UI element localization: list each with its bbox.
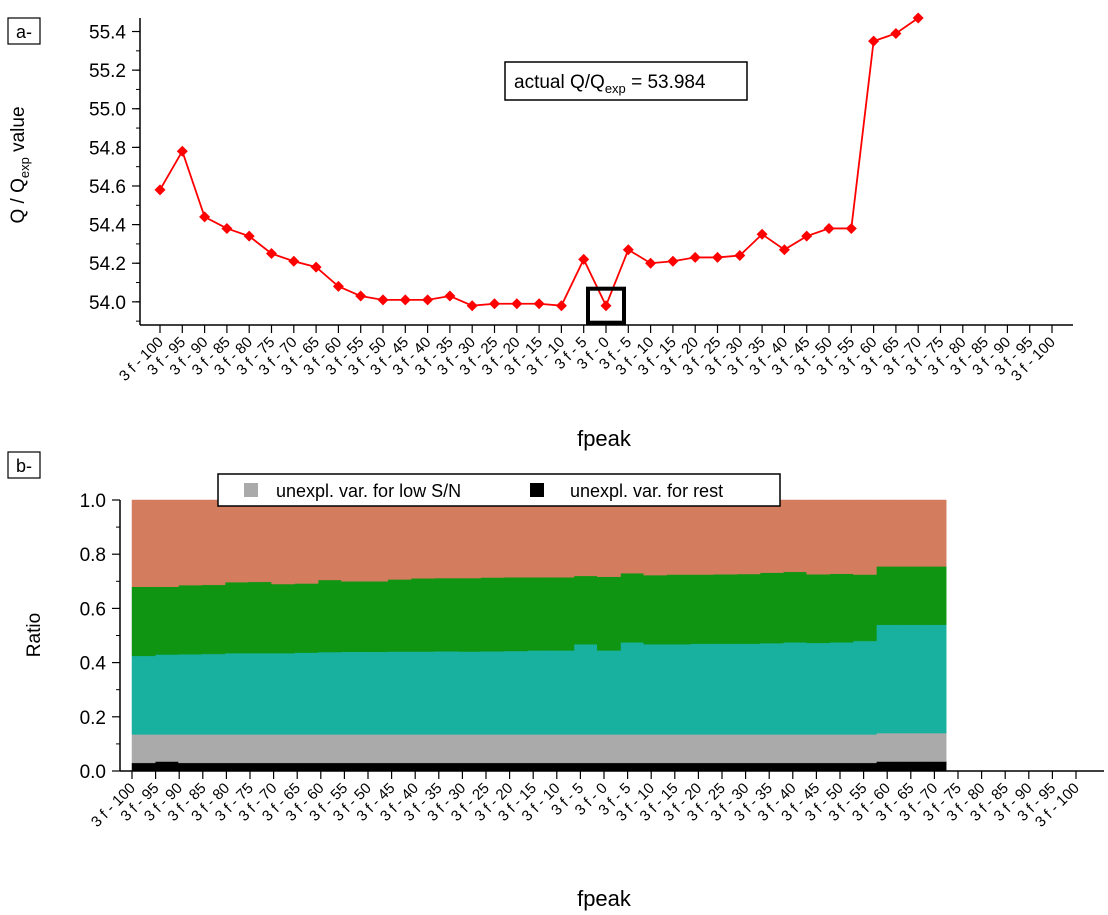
panel-a-point (645, 257, 657, 269)
panel-b-y-tick-label: 0.0 (80, 762, 106, 783)
panel-a-point (377, 294, 389, 306)
panel-a-point (555, 300, 567, 312)
panel-a-x-axis-label: fpeak (577, 426, 632, 451)
panel-b-y-tick-label: 1.0 (80, 491, 106, 512)
panel-a-point (689, 251, 701, 263)
panel-a-point (266, 248, 277, 260)
panel-a: a- 54.0 54.2 54.4 54.6 54.8 55.0 55.2 55.4 3 f … (7, 12, 1073, 451)
legend-swatch-low-sn (244, 483, 258, 497)
panel-a-point (845, 222, 857, 234)
panel-a-point (422, 294, 434, 306)
panel-a-line (159, 17, 919, 308)
annotation-box (504, 61, 748, 101)
panel-a-point (332, 280, 344, 292)
panel-a-point (288, 255, 300, 267)
panel-a-point (756, 228, 768, 240)
panel-b-y-axis-label: Ratio (24, 613, 45, 657)
panel-b-series (131, 499, 947, 772)
panel-b-y-tick-label: 0.4 (80, 654, 107, 675)
legend: unexpl. var. for low S/N unexpl. var. fo… (217, 473, 781, 507)
panel-a-point (600, 300, 612, 312)
annotation-text-tail: = 53.984 (626, 72, 706, 93)
panel-a-point (154, 184, 166, 196)
panel-a-y-axis-label-main: Q / Q (8, 178, 29, 223)
panel-a-point (912, 12, 924, 24)
panel-a-y-axis-label-sub: exp (17, 157, 32, 178)
panel-a-point (221, 222, 233, 234)
annotation-text-main: actual Q/Q (514, 72, 605, 93)
panel-b-y-tick-label: 0.6 (80, 599, 106, 620)
panel-a-label-box (7, 17, 41, 45)
panel-a-point (489, 298, 500, 310)
panel-a-point (734, 249, 746, 261)
panel-a-y-axis-label-tail: value (8, 106, 29, 157)
panel-a-y-tick-label: 55.2 (89, 61, 126, 82)
annotation-text-sub: exp (605, 81, 626, 96)
panel-a-point (310, 261, 322, 273)
panel-a-point (466, 300, 478, 312)
panel-a-y-tick-label: 54.4 (89, 216, 126, 237)
legend-box (217, 473, 781, 507)
panel-a-label: a- (16, 22, 32, 42)
panel-a-point (890, 27, 902, 39)
panel-a-y-tick-label: 55.4 (89, 23, 126, 44)
panel-a-y-tick-label: 54.8 (89, 138, 126, 159)
panel-a-point (176, 145, 188, 157)
panel-a-point (823, 222, 835, 234)
panel-a-y-tick-label: 54.2 (89, 254, 126, 275)
panel-b-x-axis-label: fpeak (577, 886, 632, 911)
legend-label-low-sn: unexpl. var. for low S/N (276, 481, 461, 501)
panel-b-area-band (131, 732, 947, 764)
panel-a-point (801, 230, 813, 242)
panel-a-point (667, 255, 679, 267)
legend-label-rest: unexpl. var. for rest (570, 481, 723, 501)
panel-b-area-band (131, 499, 947, 587)
panel-a-point (533, 298, 545, 310)
panel-a-point (243, 230, 255, 242)
panel-b-y-tick-label: 0.8 (80, 545, 106, 566)
panel-a-y-tick-label: 54.6 (89, 177, 126, 198)
panel-a-point (578, 253, 590, 265)
annotation-text: actual Q/Qexp = 53.984 (514, 72, 706, 96)
panel-a-y-tick-label: 55.0 (89, 100, 126, 121)
panel-a-point (778, 244, 790, 256)
panel-a-point (399, 294, 411, 306)
panel-a-y-ticks: 54.0 54.2 54.4 54.6 54.8 55.0 55.2 55.4 (89, 23, 140, 322)
panel-a-point (868, 35, 880, 47)
panel-a-point (355, 290, 367, 302)
panel-b-label: b- (16, 456, 32, 476)
panel-b-y-ticks: 0.0 0.2 0.4 0.6 0.8 1.0 (80, 491, 120, 783)
panel-a-y-tick-label: 54.0 (89, 293, 126, 314)
panel-a-point (712, 251, 723, 263)
panel-b-label-box (7, 451, 41, 479)
panel-a-point (622, 244, 634, 256)
highlight-box (586, 286, 626, 325)
panel-b-y-tick-label: 0.2 (80, 708, 106, 729)
panel-a-point (511, 298, 523, 310)
legend-swatch-rest (530, 483, 544, 497)
panel-a-series (154, 12, 924, 325)
panel-a-point (199, 211, 211, 223)
panel-a-y-axis-label: Q / Qexp value (8, 106, 32, 223)
panel-a-point (444, 290, 456, 302)
